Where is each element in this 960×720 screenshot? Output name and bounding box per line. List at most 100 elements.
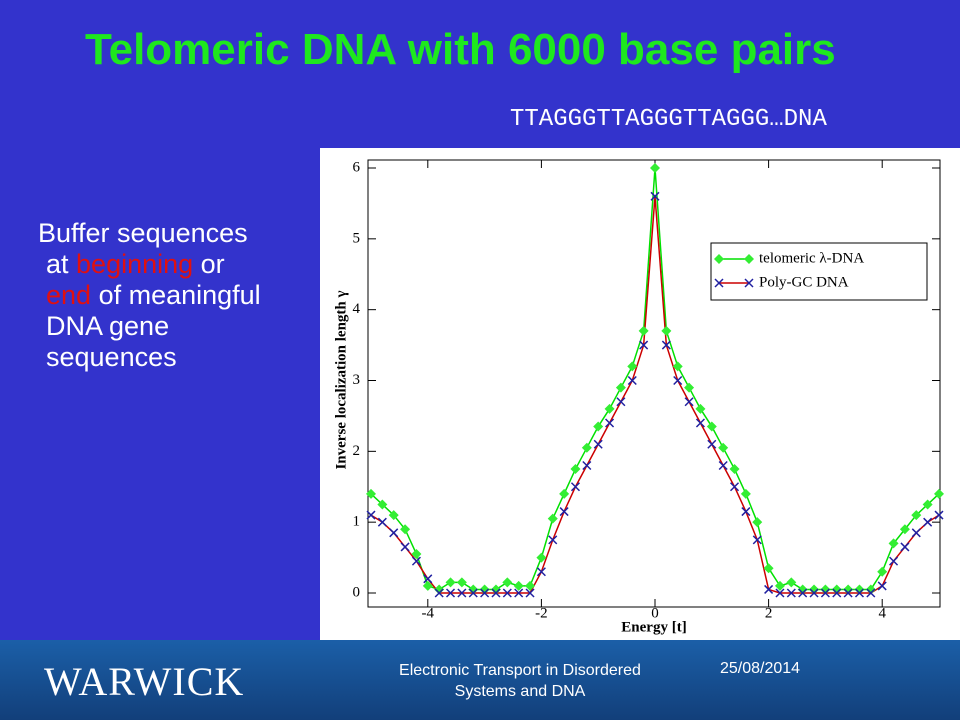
marker [650,163,660,173]
marker [744,254,754,264]
series-line [370,167,940,591]
marker [798,588,808,598]
highlight: end [46,280,92,310]
legend: telomeric λ-DNA Poly-GC DNA [710,242,928,301]
marker [718,442,729,453]
highlight: beginning [76,249,194,279]
marker [911,510,922,521]
marker [729,464,740,475]
marker [774,580,785,591]
marker [604,403,615,414]
marker [889,556,899,566]
marker [548,535,558,545]
y-axis-label: Inverse localization length γ [333,290,349,469]
marker [831,584,842,595]
x-tick-label: 0 [651,605,659,621]
x-tick-label: 2 [765,605,773,621]
marker [877,566,888,577]
marker [775,588,785,598]
marker [593,421,604,432]
y-tick-label: 0 [353,584,361,600]
marker [490,584,501,595]
marker [639,340,649,350]
marker [752,517,763,528]
marker [707,439,717,449]
marker [411,556,421,566]
y-tick-label: 1 [353,514,361,530]
marker [525,588,535,598]
marker [809,588,819,598]
text: Buffer sequences at [38,218,248,279]
marker [513,580,524,591]
marker [366,510,376,520]
footer: WARWICK Electronic Transport in Disorder… [0,640,960,720]
legend-box [710,242,928,301]
marker [389,528,399,538]
marker [434,588,444,598]
y-tick-label: 3 [353,372,361,388]
marker [843,588,853,598]
marker [866,588,876,598]
marker [638,325,649,336]
text: or [193,249,225,279]
marker [479,584,490,595]
logo: WARWICK [44,659,245,704]
marker [547,513,558,524]
marker [502,577,513,588]
marker [922,499,933,510]
marker [615,382,626,393]
chart: Energy [t] Inverse localization length γ… [320,148,960,640]
marker [423,574,433,584]
marker [744,278,754,288]
marker [456,577,467,588]
x-axis-label: Energy [t] [621,619,686,635]
marker [854,588,865,598]
marker [377,499,388,510]
marker [650,191,660,201]
x-tick-label: 4 [878,605,886,621]
legend-label: telomeric λ-DNA [759,250,864,266]
marker [832,588,842,598]
marker [559,507,569,517]
marker [695,403,706,414]
marker [514,588,524,598]
marker [593,439,603,449]
marker [422,580,433,591]
marker [525,580,536,591]
y-tick-label: 4 [353,301,361,317]
marker [673,375,683,386]
marker [582,460,592,471]
marker [400,542,410,552]
marker [900,542,910,552]
marker [536,567,546,577]
marker [934,488,944,499]
marker [786,588,796,598]
marker [570,482,581,492]
marker [741,507,751,517]
marker [445,577,456,588]
plot-frame [367,159,941,608]
slide-title: Telomeric DNA with 6000 base pairs [85,25,836,74]
marker [411,549,422,560]
marker [434,584,445,595]
marker [491,588,501,598]
marker [400,524,411,535]
marker [764,584,774,594]
marker [706,421,717,432]
marker [468,588,478,598]
marker [502,588,512,598]
marker [752,535,762,545]
marker [627,375,637,386]
y-tick-label: 5 [353,230,361,246]
marker [377,517,387,527]
marker [843,584,854,595]
marker [934,510,944,520]
marker [627,361,638,372]
marker [888,538,899,549]
marker [714,278,724,288]
marker [763,563,774,574]
marker [480,588,490,598]
marker [714,254,724,264]
marker [581,442,592,453]
marker [445,588,456,598]
